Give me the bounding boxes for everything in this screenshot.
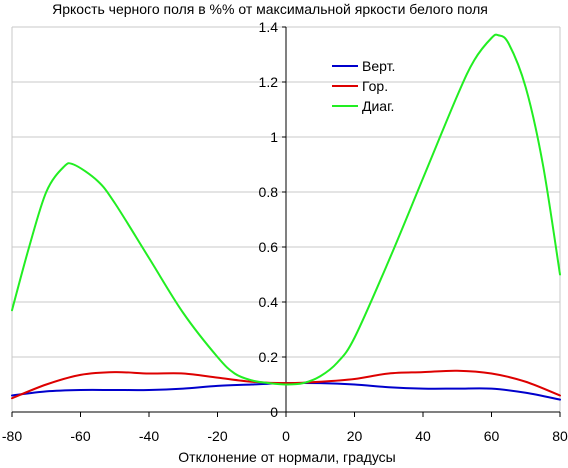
y-tick-label: 1 (270, 129, 278, 145)
legend-label: Диаг. (362, 98, 394, 114)
x-tick-label: -80 (2, 428, 22, 444)
y-tick-label: 1.4 (259, 19, 279, 35)
x-axis-label: Отклонение от нормали, градусы (178, 449, 395, 465)
chart-title: Яркость черного поля в %% от максимально… (52, 1, 488, 17)
x-tick-label: 60 (484, 428, 500, 444)
legend: Верт. Гор. Диаг. (332, 58, 395, 114)
y-tick-label: 1.2 (259, 74, 279, 90)
legend-label: Гор. (362, 78, 388, 94)
x-tick-label: -40 (139, 428, 159, 444)
legend-label: Верт. (362, 58, 395, 74)
y-tick-label: 0.2 (259, 349, 279, 365)
axes: 00.20.40.60.811.21.4-80 -60 -40 -20 0 20 40 60 8… (2, 19, 568, 444)
series-line-diag (11, 33, 561, 386)
x-tick-label: 20 (347, 428, 363, 444)
series-lines (11, 33, 561, 401)
x-tick-label: -20 (207, 428, 227, 444)
series-line-hor (11, 369, 561, 400)
x-tick-label: 40 (415, 428, 431, 444)
y-tick-label: 0.6 (259, 239, 279, 255)
x-tick-label: 80 (552, 428, 568, 444)
y-tick-label: 0.4 (259, 294, 279, 310)
x-tick-label: 0 (282, 428, 290, 444)
x-tick-label: -60 (70, 428, 90, 444)
y-tick-label: 0.8 (259, 184, 279, 200)
